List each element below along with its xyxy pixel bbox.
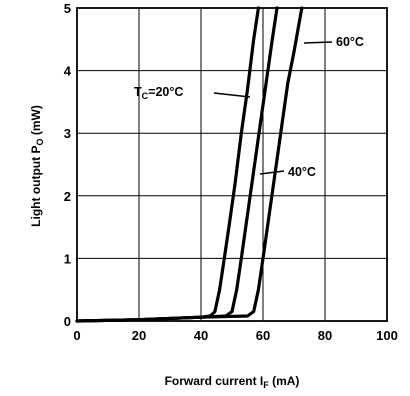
- y-tick-label-2: 2: [64, 189, 71, 204]
- y-tick-label-5: 5: [64, 1, 71, 16]
- x-tick-label-60: 60: [256, 328, 270, 343]
- x-tick-label-20: 20: [132, 328, 146, 343]
- series-lines: [75, 6, 304, 323]
- y-tick-labels: 0 1 2 3 4 5: [64, 1, 72, 329]
- annotation-label-t40: 40°C: [288, 165, 316, 179]
- annotations: TC=20°C 40°C 60°C: [134, 35, 364, 179]
- annotation-label-t60: 60°C: [336, 35, 364, 49]
- x-tick-label-100: 100: [376, 328, 398, 343]
- x-tick-label-0: 0: [73, 328, 80, 343]
- x-tick-label-80: 80: [318, 328, 332, 343]
- x-tick-label-40: 40: [194, 328, 208, 343]
- y-axis-title: Light output PO (mW): [29, 105, 45, 227]
- series-line-0: [75, 6, 260, 323]
- x-axis-title: Forward current IF (mA): [165, 374, 300, 390]
- x-tick-labels: 0 20 40 60 80 100: [73, 328, 397, 343]
- annotation-label-tc20: TC=20°C: [134, 85, 183, 101]
- annotation-leader-t40: [259, 170, 285, 175]
- annotation-leader-t60: [303, 41, 333, 44]
- y-tick-label-4: 4: [64, 64, 72, 79]
- grid: [77, 8, 387, 321]
- annotation-leader-tc20: [213, 92, 251, 98]
- series-line-1: [75, 6, 279, 323]
- plot-frame: [76, 7, 388, 322]
- y-tick-label-3: 3: [64, 126, 71, 141]
- series-line-2: [75, 6, 304, 323]
- y-tick-label-0: 0: [64, 314, 71, 329]
- y-tick-label-1: 1: [64, 251, 71, 266]
